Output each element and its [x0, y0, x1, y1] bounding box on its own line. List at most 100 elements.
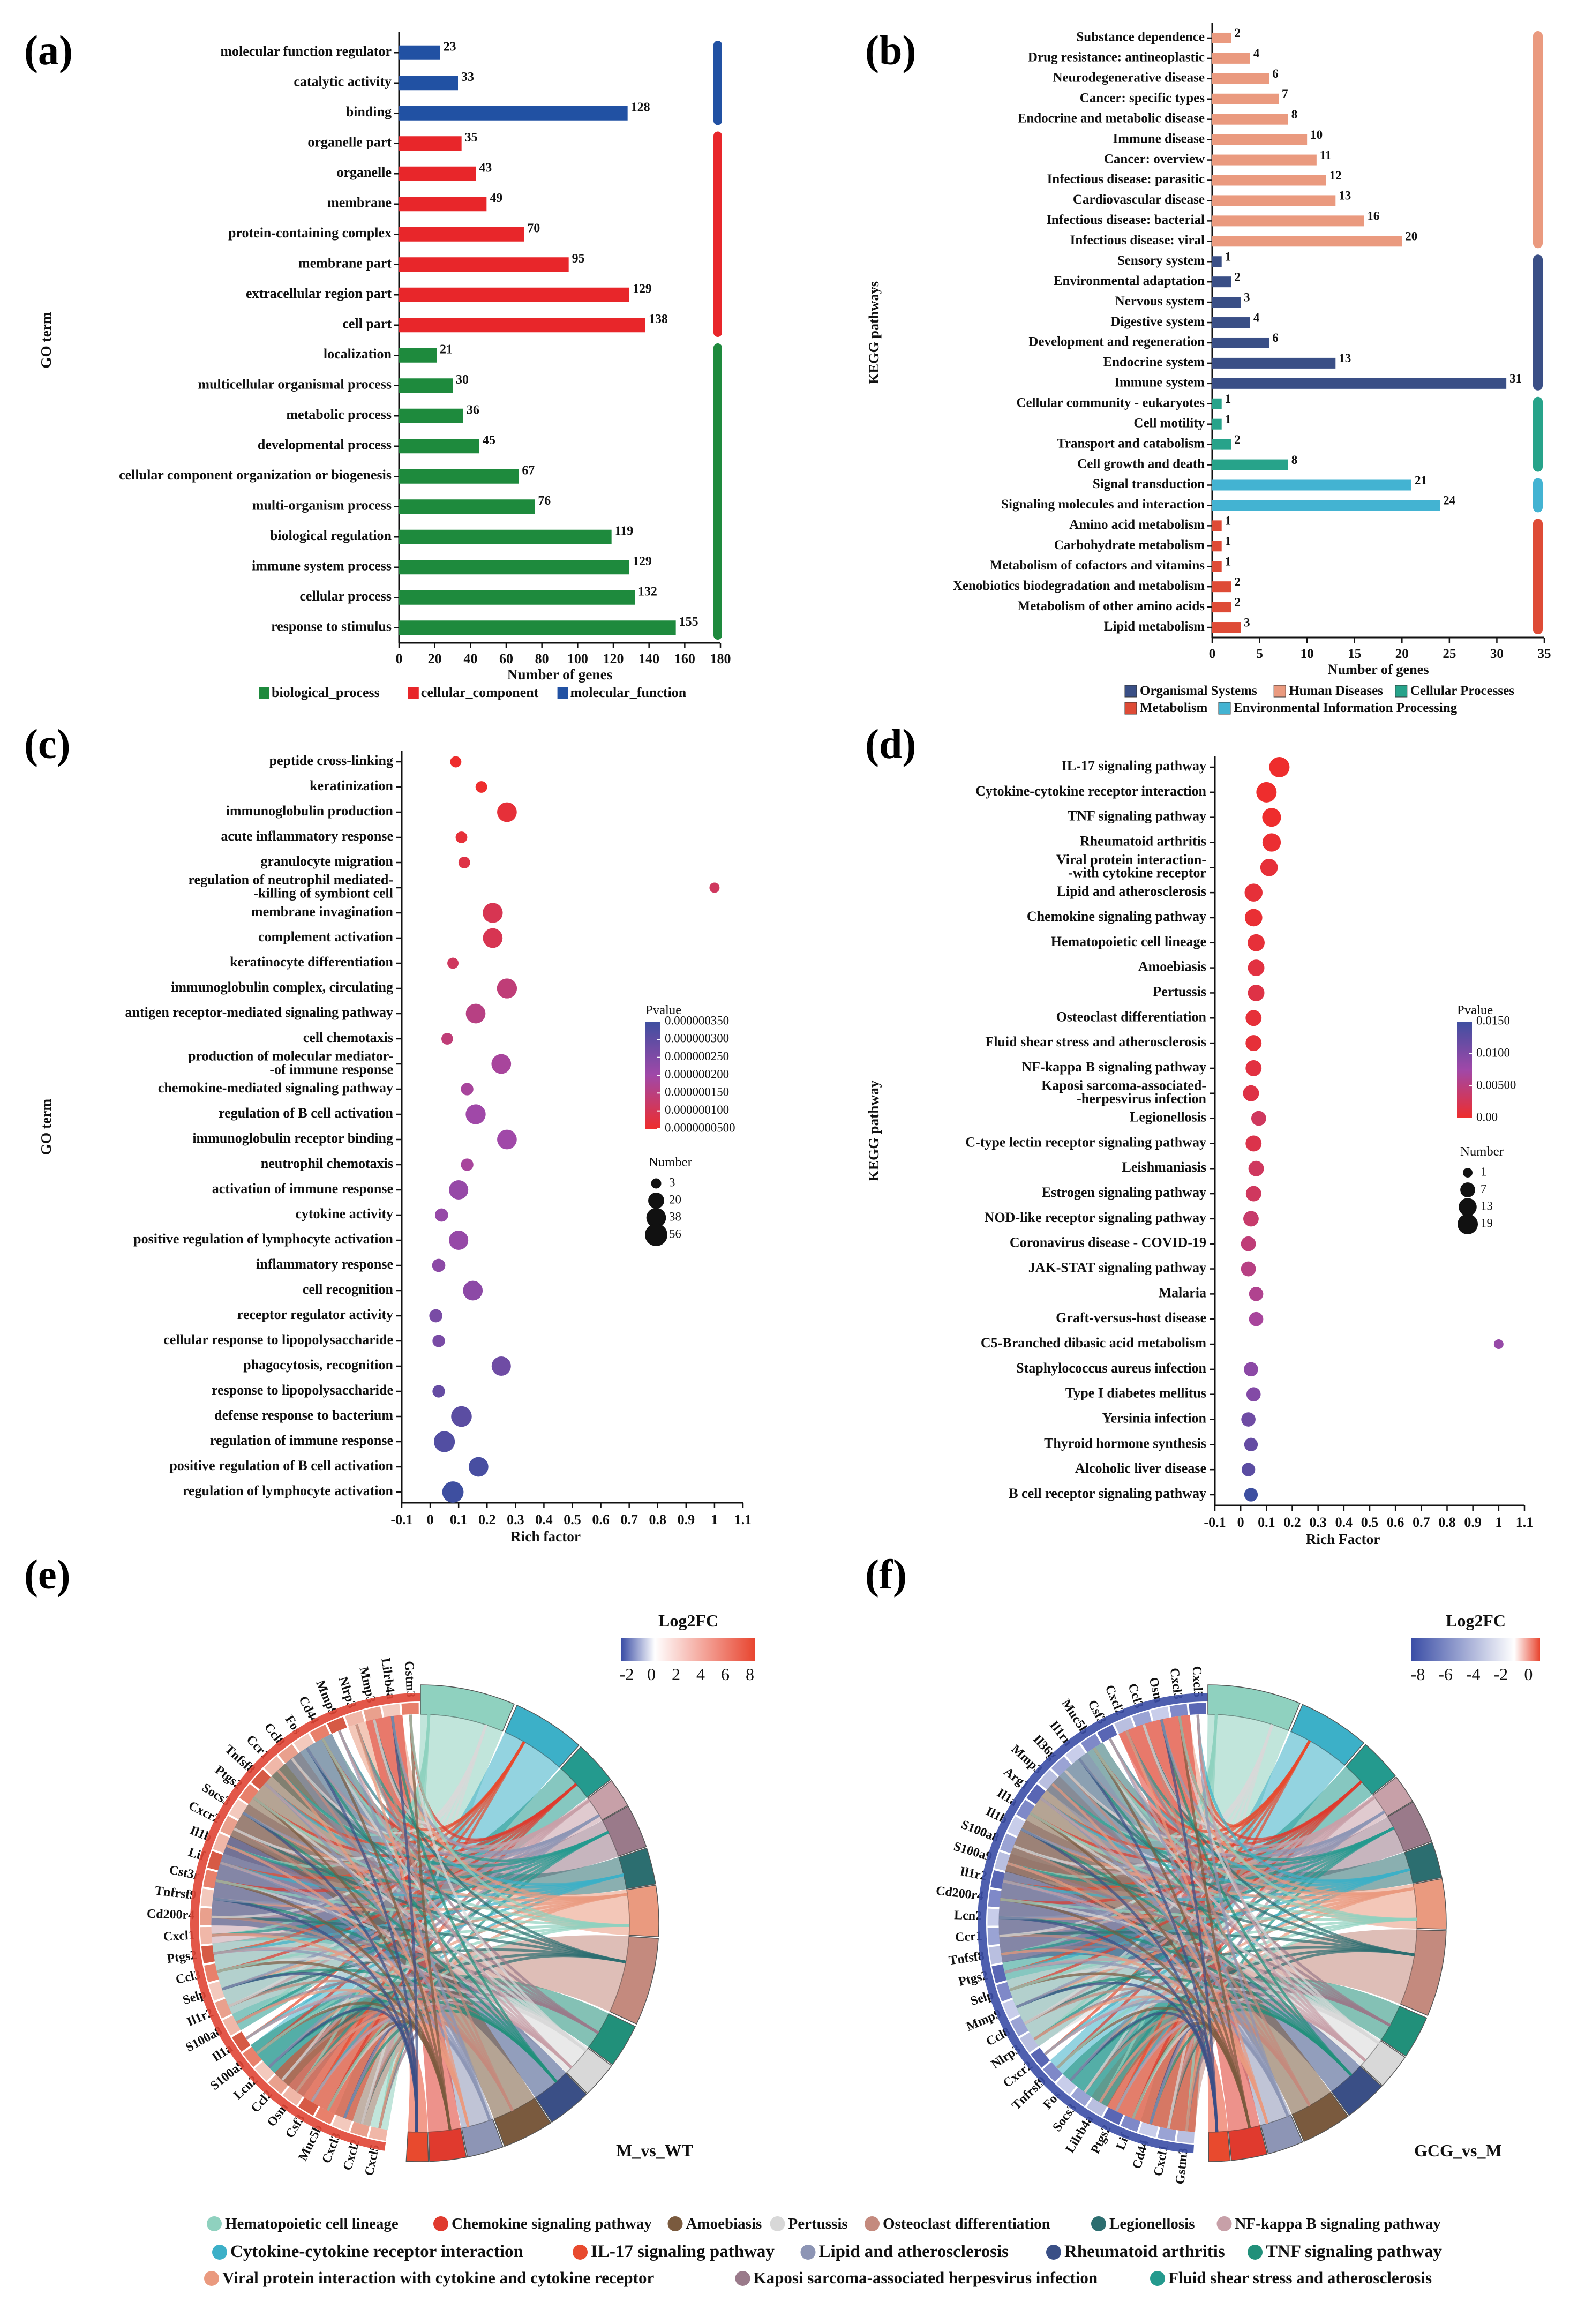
category-label: Amoebiasis — [1138, 959, 1206, 974]
bar-cell-growth-and-death — [1212, 459, 1288, 470]
color-tick-label: 0.0150 — [1476, 1014, 1510, 1027]
value-label: 36 — [467, 403, 479, 417]
chord-link — [372, 1719, 487, 1824]
x-tick-label: 160 — [674, 651, 695, 666]
category-label: Cell motility — [1133, 416, 1205, 430]
bar-multi-organism-process — [399, 499, 535, 514]
bar-catalytic-activity — [399, 76, 458, 91]
chord-link — [256, 1924, 630, 2055]
category-label: Legionellosis — [1130, 1109, 1206, 1125]
chord-link — [1013, 1845, 1311, 2106]
legend-label: Chemokine signaling pathway — [452, 2215, 652, 2232]
category-label: Malaria — [1158, 1285, 1206, 1300]
x-tick-label: 0.3 — [1309, 1515, 1327, 1530]
gene-label: Lilrb4a — [378, 1657, 397, 1700]
bar-lipid-metabolism — [1212, 622, 1241, 633]
value-label: 6 — [1272, 67, 1279, 80]
category-label: Sensory system — [1117, 253, 1205, 268]
category-label: multicellular organismal process — [198, 377, 392, 392]
category-label: Infectious disease: bacterial — [1046, 213, 1205, 227]
pathway-arc — [1228, 2125, 1268, 2161]
category-label: response to lipopolysaccharide — [212, 1382, 393, 1398]
x-tick-label: 0.4 — [535, 1512, 553, 1527]
bubble-cytokine-cytokine-receptor-interaction — [1256, 782, 1277, 803]
category-label: immunoglobulin production — [226, 803, 394, 819]
legend-dot — [1091, 2216, 1106, 2231]
category-label: Cancer: specific types — [1080, 91, 1205, 106]
bubble-nf-kappa-b-signaling-pathway — [1245, 1060, 1262, 1076]
bar-signal-transduction — [1212, 479, 1411, 491]
legend-label: Metabolism — [1140, 701, 1208, 715]
category-label: complement activation — [258, 929, 394, 944]
value-label: 1 — [1225, 535, 1231, 548]
category-label: Graft-versus-host disease — [1056, 1310, 1206, 1325]
chord-link — [220, 1861, 624, 1898]
x-tick-label: 1.1 — [1516, 1515, 1534, 1530]
value-label: 132 — [638, 584, 657, 598]
x-axis-title: Number of genes — [507, 666, 613, 683]
bubble-viral-protein-interaction-with-cytokine-receptor — [1260, 858, 1278, 876]
legend-label: Osteoclast differentiation — [883, 2215, 1050, 2232]
value-label: 2 — [1234, 595, 1241, 609]
bubble-malaria — [1249, 1287, 1264, 1301]
x-tick-label: 0 — [427, 1512, 434, 1527]
legend-label: Kaposi sarcoma-associated herpesvirus in… — [754, 2268, 1098, 2287]
legend-dot — [735, 2271, 750, 2286]
legend-label: Cellular Processes — [1410, 684, 1514, 698]
category-label: NOD-like receptor signaling pathway — [985, 1210, 1206, 1225]
bubble-acute-inflammatory-response — [455, 831, 468, 843]
chord-link — [1196, 1714, 1410, 1882]
bubble-membrane-invagination — [483, 903, 503, 923]
bar-cell-motility — [1212, 418, 1222, 430]
x-tick-label: 0.9 — [1464, 1515, 1482, 1530]
color-legend-title: Log2FC — [1446, 1611, 1506, 1630]
value-label: 20 — [1405, 230, 1417, 243]
x-tick-label: 0 — [1237, 1515, 1244, 1530]
x-tick-label: 20 — [1395, 647, 1409, 661]
bubble-regulation-of-immune-response — [434, 1431, 455, 1452]
value-label: 4 — [1253, 47, 1260, 60]
category-label: chemokine-mediated signaling pathway — [158, 1080, 393, 1096]
bubble-thyroid-hormone-synthesis — [1244, 1437, 1258, 1452]
category-label: NF-kappa B signaling pathway — [1021, 1059, 1206, 1075]
category-label: Infectious disease: viral — [1070, 233, 1205, 248]
chord-link — [409, 1714, 630, 1927]
bubble-regulation-of-neutrophil-mediated-killing-of-symbiont-cell — [709, 882, 720, 893]
bubble-yersinia-infection — [1241, 1412, 1256, 1427]
category-label: Kaposi sarcoma-associated--herpesvirus i… — [1041, 1077, 1206, 1106]
bubble-legionellosis — [1251, 1111, 1266, 1126]
value-label: 13 — [1339, 351, 1351, 365]
x-tick-label: 0 — [1209, 647, 1216, 661]
category-label: C-type lectin receptor signaling pathway — [965, 1134, 1206, 1150]
value-label: 1 — [1225, 392, 1231, 406]
category-label: activation of immune response — [212, 1181, 393, 1196]
pathway-arc — [405, 2131, 429, 2162]
gene-arc-cxcr2 — [1030, 2046, 1051, 2069]
chord-title: GCG_vs_M — [1414, 2141, 1502, 2160]
x-tick-label: 0.2 — [1283, 1515, 1301, 1530]
gene-arc-cd200r4 — [199, 1907, 213, 1926]
bubble-granulocyte-migration — [458, 857, 470, 868]
category-label: Signal transduction — [1093, 477, 1205, 491]
bar-localization — [399, 348, 437, 363]
bubble-lipid-and-atherosclerosis — [1244, 883, 1263, 902]
bar-substance-dependence — [1212, 32, 1231, 43]
chord-link — [1093, 1747, 1251, 2128]
value-label: 43 — [479, 161, 492, 175]
value-label: 1 — [1225, 555, 1231, 568]
value-label: 1 — [1225, 413, 1231, 426]
category-label: regulation of lymphocyte activation — [183, 1483, 394, 1498]
bar-endocrine-and-metabolic-disease — [1212, 114, 1288, 125]
color-bar — [1411, 1638, 1540, 1661]
bubble-cellular-response-to-lipopolysaccharide — [432, 1335, 445, 1347]
x-tick-label: 0.7 — [620, 1512, 638, 1527]
gene-label: Lcn2 — [954, 1908, 982, 1923]
category-label: Immune disease — [1113, 131, 1205, 146]
bubble-peptide-cross-linking — [450, 756, 462, 768]
legend-dot — [800, 2245, 816, 2260]
bar-cancer-overview — [1212, 154, 1317, 166]
x-axis-title: Rich Factor — [1306, 1531, 1380, 1547]
category-label: Thyroid hormone synthesis — [1044, 1435, 1206, 1451]
bar-environmental-adaptation — [1212, 276, 1231, 288]
value-label: 4 — [1253, 311, 1260, 324]
